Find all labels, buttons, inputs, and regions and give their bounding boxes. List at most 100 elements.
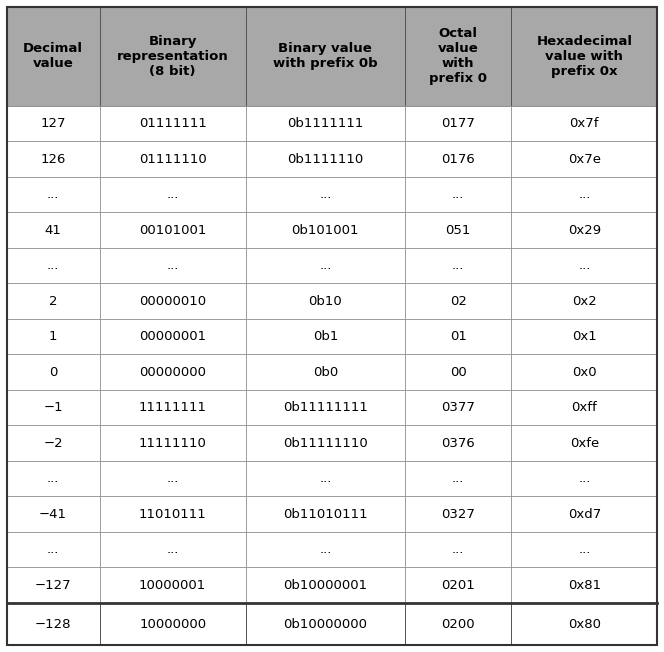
Bar bbox=[246, 603, 405, 645]
Text: ...: ... bbox=[578, 259, 590, 272]
Text: 0x2: 0x2 bbox=[572, 295, 597, 308]
Text: 0b1111111: 0b1111111 bbox=[287, 117, 364, 130]
Bar bbox=[511, 461, 657, 496]
Text: 00000010: 00000010 bbox=[139, 295, 207, 308]
Text: ...: ... bbox=[167, 188, 179, 201]
Text: 1: 1 bbox=[49, 330, 57, 343]
Bar bbox=[511, 319, 657, 355]
Bar bbox=[7, 567, 100, 603]
Text: ...: ... bbox=[319, 543, 331, 556]
Text: 01: 01 bbox=[450, 330, 467, 343]
Text: ...: ... bbox=[578, 472, 590, 485]
Text: −1: −1 bbox=[43, 401, 63, 414]
Bar bbox=[246, 532, 405, 567]
Bar bbox=[7, 319, 100, 355]
Bar bbox=[100, 141, 246, 177]
Bar bbox=[405, 177, 511, 213]
Bar bbox=[511, 567, 657, 603]
Bar bbox=[405, 355, 511, 390]
Text: 0xff: 0xff bbox=[572, 401, 597, 414]
Bar bbox=[7, 355, 100, 390]
Text: 0b11111110: 0b11111110 bbox=[283, 437, 368, 450]
Text: −2: −2 bbox=[43, 437, 63, 450]
Bar bbox=[7, 603, 100, 645]
Text: 126: 126 bbox=[41, 153, 66, 166]
Bar bbox=[7, 213, 100, 248]
Bar bbox=[100, 461, 246, 496]
Bar bbox=[100, 106, 246, 141]
Bar bbox=[7, 496, 100, 532]
Text: ...: ... bbox=[47, 472, 59, 485]
Bar bbox=[246, 355, 405, 390]
Text: 0b11010111: 0b11010111 bbox=[283, 508, 368, 521]
Text: ...: ... bbox=[452, 472, 464, 485]
Bar bbox=[511, 213, 657, 248]
Bar bbox=[511, 141, 657, 177]
Text: 051: 051 bbox=[446, 224, 471, 237]
Text: 0x1: 0x1 bbox=[572, 330, 597, 343]
Text: 0x7e: 0x7e bbox=[568, 153, 601, 166]
Text: 0x29: 0x29 bbox=[568, 224, 601, 237]
Bar bbox=[405, 141, 511, 177]
Text: Decimal
value: Decimal value bbox=[23, 42, 83, 70]
Bar bbox=[100, 319, 246, 355]
Bar bbox=[100, 248, 246, 284]
Text: ...: ... bbox=[319, 188, 331, 201]
Bar bbox=[511, 603, 657, 645]
Text: 0b10: 0b10 bbox=[309, 295, 342, 308]
Text: ...: ... bbox=[167, 259, 179, 272]
Bar bbox=[100, 355, 246, 390]
Text: ...: ... bbox=[578, 188, 590, 201]
Text: 0x7f: 0x7f bbox=[570, 117, 599, 130]
Text: 0xfe: 0xfe bbox=[570, 437, 599, 450]
Text: 10000000: 10000000 bbox=[139, 617, 207, 630]
Bar bbox=[405, 284, 511, 319]
Text: 127: 127 bbox=[41, 117, 66, 130]
Text: ...: ... bbox=[47, 188, 59, 201]
Text: 2: 2 bbox=[49, 295, 57, 308]
Text: 41: 41 bbox=[44, 224, 62, 237]
Text: 00000000: 00000000 bbox=[139, 366, 206, 379]
Text: 0: 0 bbox=[49, 366, 57, 379]
Bar bbox=[511, 7, 657, 106]
Text: 0377: 0377 bbox=[441, 401, 475, 414]
Bar bbox=[246, 213, 405, 248]
Bar bbox=[246, 390, 405, 425]
Text: ...: ... bbox=[167, 543, 179, 556]
Bar bbox=[7, 284, 100, 319]
Bar bbox=[405, 106, 511, 141]
Bar bbox=[100, 532, 246, 567]
Bar bbox=[100, 177, 246, 213]
Text: Hexadecimal
value with
prefix 0x: Hexadecimal value with prefix 0x bbox=[537, 35, 632, 78]
Bar bbox=[100, 603, 246, 645]
Bar bbox=[405, 567, 511, 603]
Bar bbox=[246, 248, 405, 284]
Text: 11010111: 11010111 bbox=[139, 508, 207, 521]
Bar bbox=[100, 425, 246, 461]
Text: 0x81: 0x81 bbox=[568, 578, 601, 591]
Bar bbox=[246, 319, 405, 355]
Bar bbox=[405, 7, 511, 106]
Text: 00: 00 bbox=[450, 366, 467, 379]
Bar bbox=[100, 390, 246, 425]
Bar bbox=[405, 248, 511, 284]
Bar bbox=[246, 106, 405, 141]
Text: 00000001: 00000001 bbox=[139, 330, 207, 343]
Text: ...: ... bbox=[47, 543, 59, 556]
Bar bbox=[7, 390, 100, 425]
Bar bbox=[511, 496, 657, 532]
Bar bbox=[246, 141, 405, 177]
Text: 0xd7: 0xd7 bbox=[568, 508, 601, 521]
Bar bbox=[100, 284, 246, 319]
Bar bbox=[511, 177, 657, 213]
Text: 01111110: 01111110 bbox=[139, 153, 207, 166]
Bar bbox=[511, 248, 657, 284]
Text: 0b1: 0b1 bbox=[313, 330, 338, 343]
Text: −127: −127 bbox=[35, 578, 72, 591]
Bar bbox=[511, 390, 657, 425]
Text: 0b101001: 0b101001 bbox=[291, 224, 359, 237]
Bar bbox=[405, 461, 511, 496]
Bar bbox=[100, 7, 246, 106]
Text: −128: −128 bbox=[35, 617, 71, 630]
Text: 0177: 0177 bbox=[441, 117, 475, 130]
